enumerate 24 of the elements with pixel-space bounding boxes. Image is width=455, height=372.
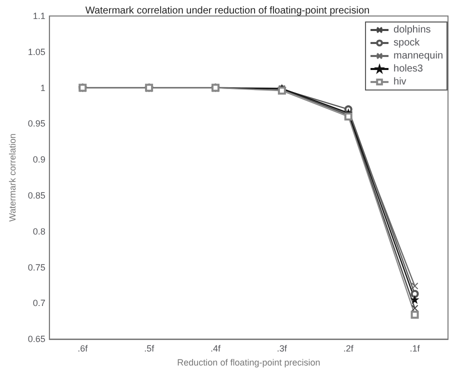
legend-label: dolphins bbox=[394, 24, 431, 36]
legend-label: holes3 bbox=[394, 64, 424, 74]
y-tick-label: 0.75 bbox=[28, 262, 46, 272]
x-axis-title: Reduction of floating-point precision bbox=[177, 358, 320, 368]
legend-label: mannequin bbox=[394, 50, 443, 62]
y-tick-label: 0.7 bbox=[32, 298, 46, 308]
y-tick-label: 1 bbox=[40, 82, 46, 93]
y-tick-label: 0.9 bbox=[32, 154, 46, 165]
y-tick-label: 0.95 bbox=[28, 118, 46, 129]
x-tick-label: .5f bbox=[144, 344, 155, 354]
chart-title: Watermark correlation under reduction of floating-point precision bbox=[85, 6, 370, 16]
x-tick-label: .3f bbox=[276, 344, 288, 354]
y-tick-label: 0.85 bbox=[28, 190, 46, 200]
x-tick-label: .4f bbox=[210, 344, 221, 354]
y-tick-label: 0.65 bbox=[28, 334, 46, 344]
x-tick-label: .1f bbox=[410, 344, 420, 354]
x-tick-label: .6f bbox=[78, 344, 88, 354]
y-tick-label: 0.8 bbox=[32, 226, 46, 236]
y-tick-label: 1.05 bbox=[28, 46, 46, 57]
x-tick-label: .2f bbox=[343, 344, 354, 354]
y-tick-label: 1.1 bbox=[32, 11, 46, 21]
y-axis-title: Watermark correlation bbox=[8, 133, 18, 222]
legend-label: hiv bbox=[394, 76, 406, 88]
legend-label: spock bbox=[394, 38, 421, 48]
